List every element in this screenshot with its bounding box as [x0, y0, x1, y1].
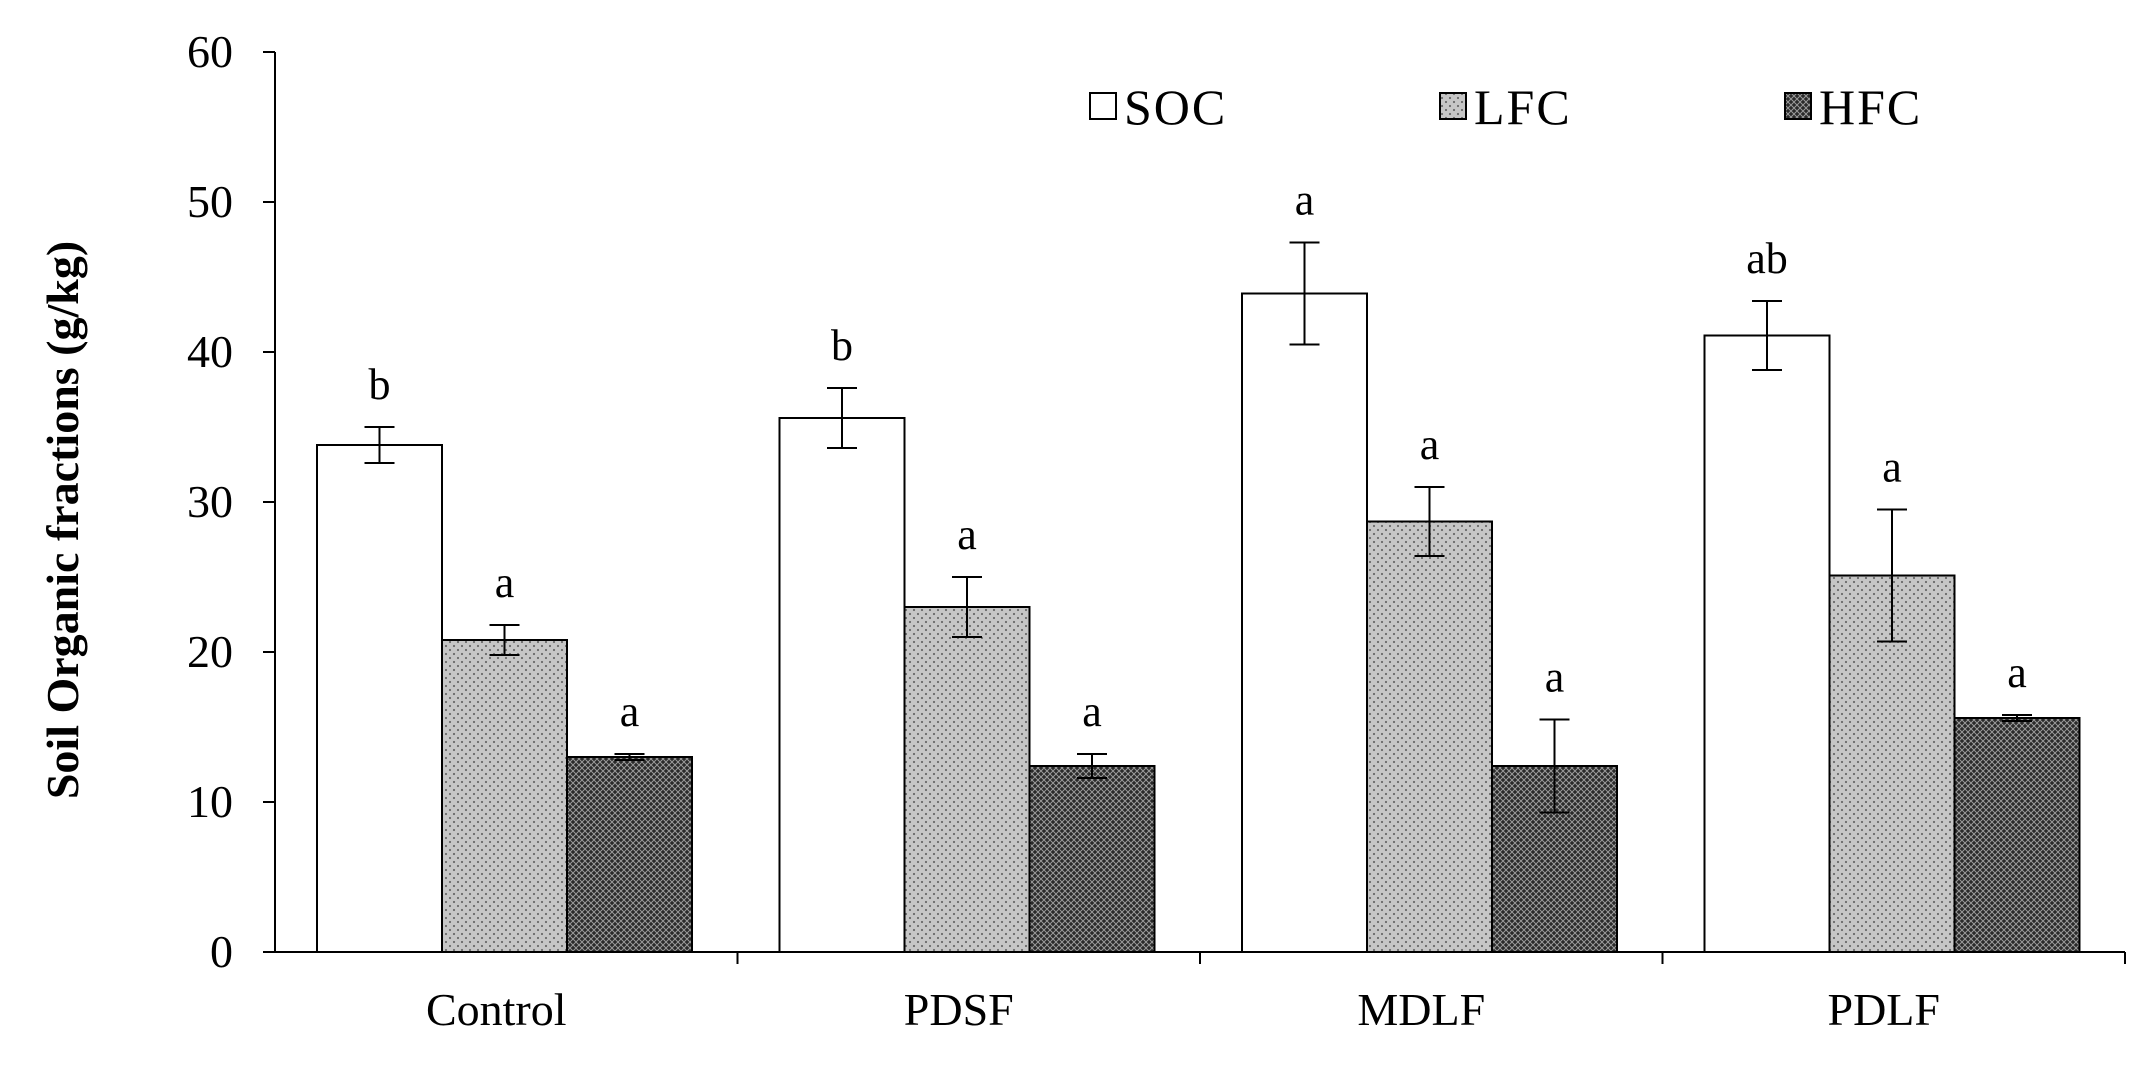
significance-letter: a — [957, 510, 977, 559]
y-tick-label: 0 — [210, 926, 233, 977]
significance-letter: a — [1882, 443, 1902, 492]
bar-hfc — [566, 756, 693, 953]
significance-letter: a — [1295, 176, 1315, 225]
category-label: PDSF — [904, 984, 1014, 1035]
y-tick-label: 40 — [187, 326, 233, 377]
legend-swatch-lfc — [1439, 92, 1467, 120]
legend: SOC LFC HFC — [1089, 79, 1922, 135]
significance-letter: a — [2007, 648, 2027, 697]
y-axis-label: Soil Organic fractions (g/kg) — [37, 241, 88, 799]
significance-letter: b — [831, 321, 853, 370]
legend-label-lfc: LFC — [1474, 79, 1572, 135]
significance-letter: a — [1545, 653, 1565, 702]
y-tick-label: 10 — [187, 776, 233, 827]
legend-label-soc: SOC — [1124, 79, 1227, 135]
bar-soc — [1241, 292, 1368, 953]
bar-lfc — [903, 606, 1031, 953]
significance-letter: a — [620, 687, 640, 736]
significance-letter: a — [1420, 420, 1440, 469]
category-label: PDLF — [1828, 984, 1940, 1035]
significance-letter: a — [1082, 687, 1102, 736]
legend-swatch-hfc — [1784, 92, 1812, 120]
bar-soc — [316, 444, 443, 953]
legend-swatch-soc — [1089, 92, 1117, 120]
axes: 0 10 20 30 40 50 60 Control PDSF MDLF PDLF — [187, 26, 2126, 1035]
bar-soc — [1703, 334, 1831, 953]
bar-soc — [778, 417, 906, 953]
bar-lfc — [441, 639, 568, 953]
bar-hfc — [1028, 765, 1156, 953]
y-tick-label: 20 — [187, 626, 233, 677]
y-tick-label: 60 — [187, 26, 233, 77]
bar-hfc — [1953, 717, 2081, 953]
significance-letter: ab — [1746, 234, 1788, 283]
legend-label-hfc: HFC — [1819, 79, 1922, 135]
significance-letter: a — [495, 558, 515, 607]
category-label: Control — [426, 984, 567, 1035]
significance-letter: b — [369, 360, 391, 409]
y-tick-label: 50 — [187, 176, 233, 227]
category-label: MDLF — [1357, 984, 1485, 1035]
bar-lfc — [1366, 520, 1493, 953]
y-tick-label: 30 — [187, 476, 233, 527]
